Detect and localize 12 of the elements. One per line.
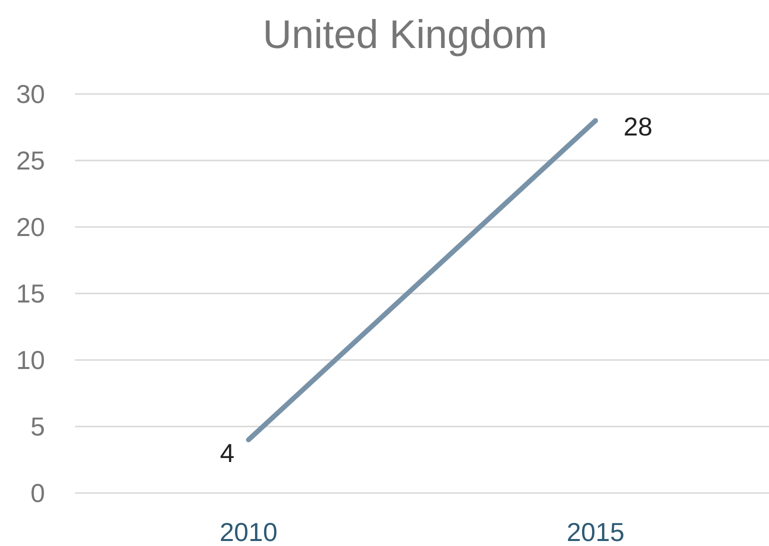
data-label: 4 (220, 438, 234, 468)
y-tick-label: 0 (30, 478, 45, 508)
y-tick-label: 10 (16, 345, 45, 375)
y-tick-label: 20 (16, 212, 45, 242)
y-tick-label: 30 (16, 79, 45, 109)
x-tick-label: 2010 (220, 517, 278, 546)
y-tick-label: 25 (16, 146, 45, 176)
data-label: 28 (624, 112, 652, 142)
y-tick-label: 5 (30, 412, 45, 442)
y-tick-label: 15 (16, 278, 45, 308)
chart-title: United Kingdom (262, 13, 548, 57)
x-tick-label: 2015 (566, 517, 624, 546)
